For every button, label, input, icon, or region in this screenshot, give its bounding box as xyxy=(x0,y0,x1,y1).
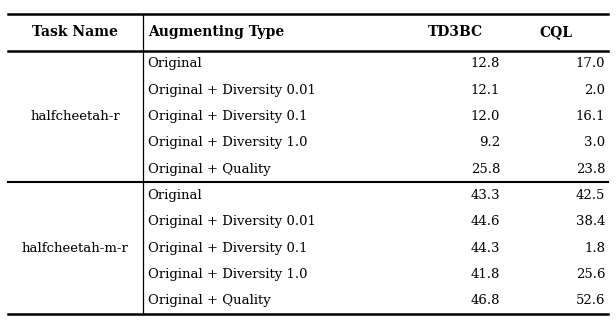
Text: 42.5: 42.5 xyxy=(576,189,606,202)
Text: 16.1: 16.1 xyxy=(576,110,606,123)
Text: Original + Quality: Original + Quality xyxy=(148,294,270,307)
Text: 12.8: 12.8 xyxy=(471,57,500,70)
Text: 12.0: 12.0 xyxy=(471,110,500,123)
Text: 25.6: 25.6 xyxy=(576,268,606,281)
Text: 1.8: 1.8 xyxy=(585,242,606,254)
Text: Original + Diversity 1.0: Original + Diversity 1.0 xyxy=(148,268,307,281)
Text: Task Name: Task Name xyxy=(32,25,118,39)
Text: 23.8: 23.8 xyxy=(576,163,606,176)
Text: 44.6: 44.6 xyxy=(471,215,500,228)
Text: 12.1: 12.1 xyxy=(471,84,500,97)
Text: 38.4: 38.4 xyxy=(576,215,606,228)
Text: 17.0: 17.0 xyxy=(576,57,606,70)
Text: 52.6: 52.6 xyxy=(576,294,606,307)
Text: Original: Original xyxy=(148,57,203,70)
Text: 25.8: 25.8 xyxy=(471,163,500,176)
Text: halfcheetah-m-r: halfcheetah-m-r xyxy=(22,242,129,254)
Text: Augmenting Type: Augmenting Type xyxy=(148,25,284,39)
Text: Original + Diversity 1.0: Original + Diversity 1.0 xyxy=(148,136,307,149)
Text: Original + Diversity 0.01: Original + Diversity 0.01 xyxy=(148,84,315,97)
Text: 43.3: 43.3 xyxy=(471,189,500,202)
Text: 41.8: 41.8 xyxy=(471,268,500,281)
Text: 3.0: 3.0 xyxy=(585,136,606,149)
Text: Original: Original xyxy=(148,189,203,202)
Text: 44.3: 44.3 xyxy=(471,242,500,254)
Text: Original + Diversity 0.01: Original + Diversity 0.01 xyxy=(148,215,315,228)
Text: halfcheetah-r: halfcheetah-r xyxy=(30,110,120,123)
Text: Original + Diversity 0.1: Original + Diversity 0.1 xyxy=(148,110,307,123)
Text: 46.8: 46.8 xyxy=(471,294,500,307)
Text: CQL: CQL xyxy=(540,25,572,39)
Text: Original + Quality: Original + Quality xyxy=(148,163,270,176)
Text: Original + Diversity 0.1: Original + Diversity 0.1 xyxy=(148,242,307,254)
Text: 2.0: 2.0 xyxy=(585,84,606,97)
Text: TD3BC: TD3BC xyxy=(428,25,483,39)
Text: 9.2: 9.2 xyxy=(479,136,500,149)
